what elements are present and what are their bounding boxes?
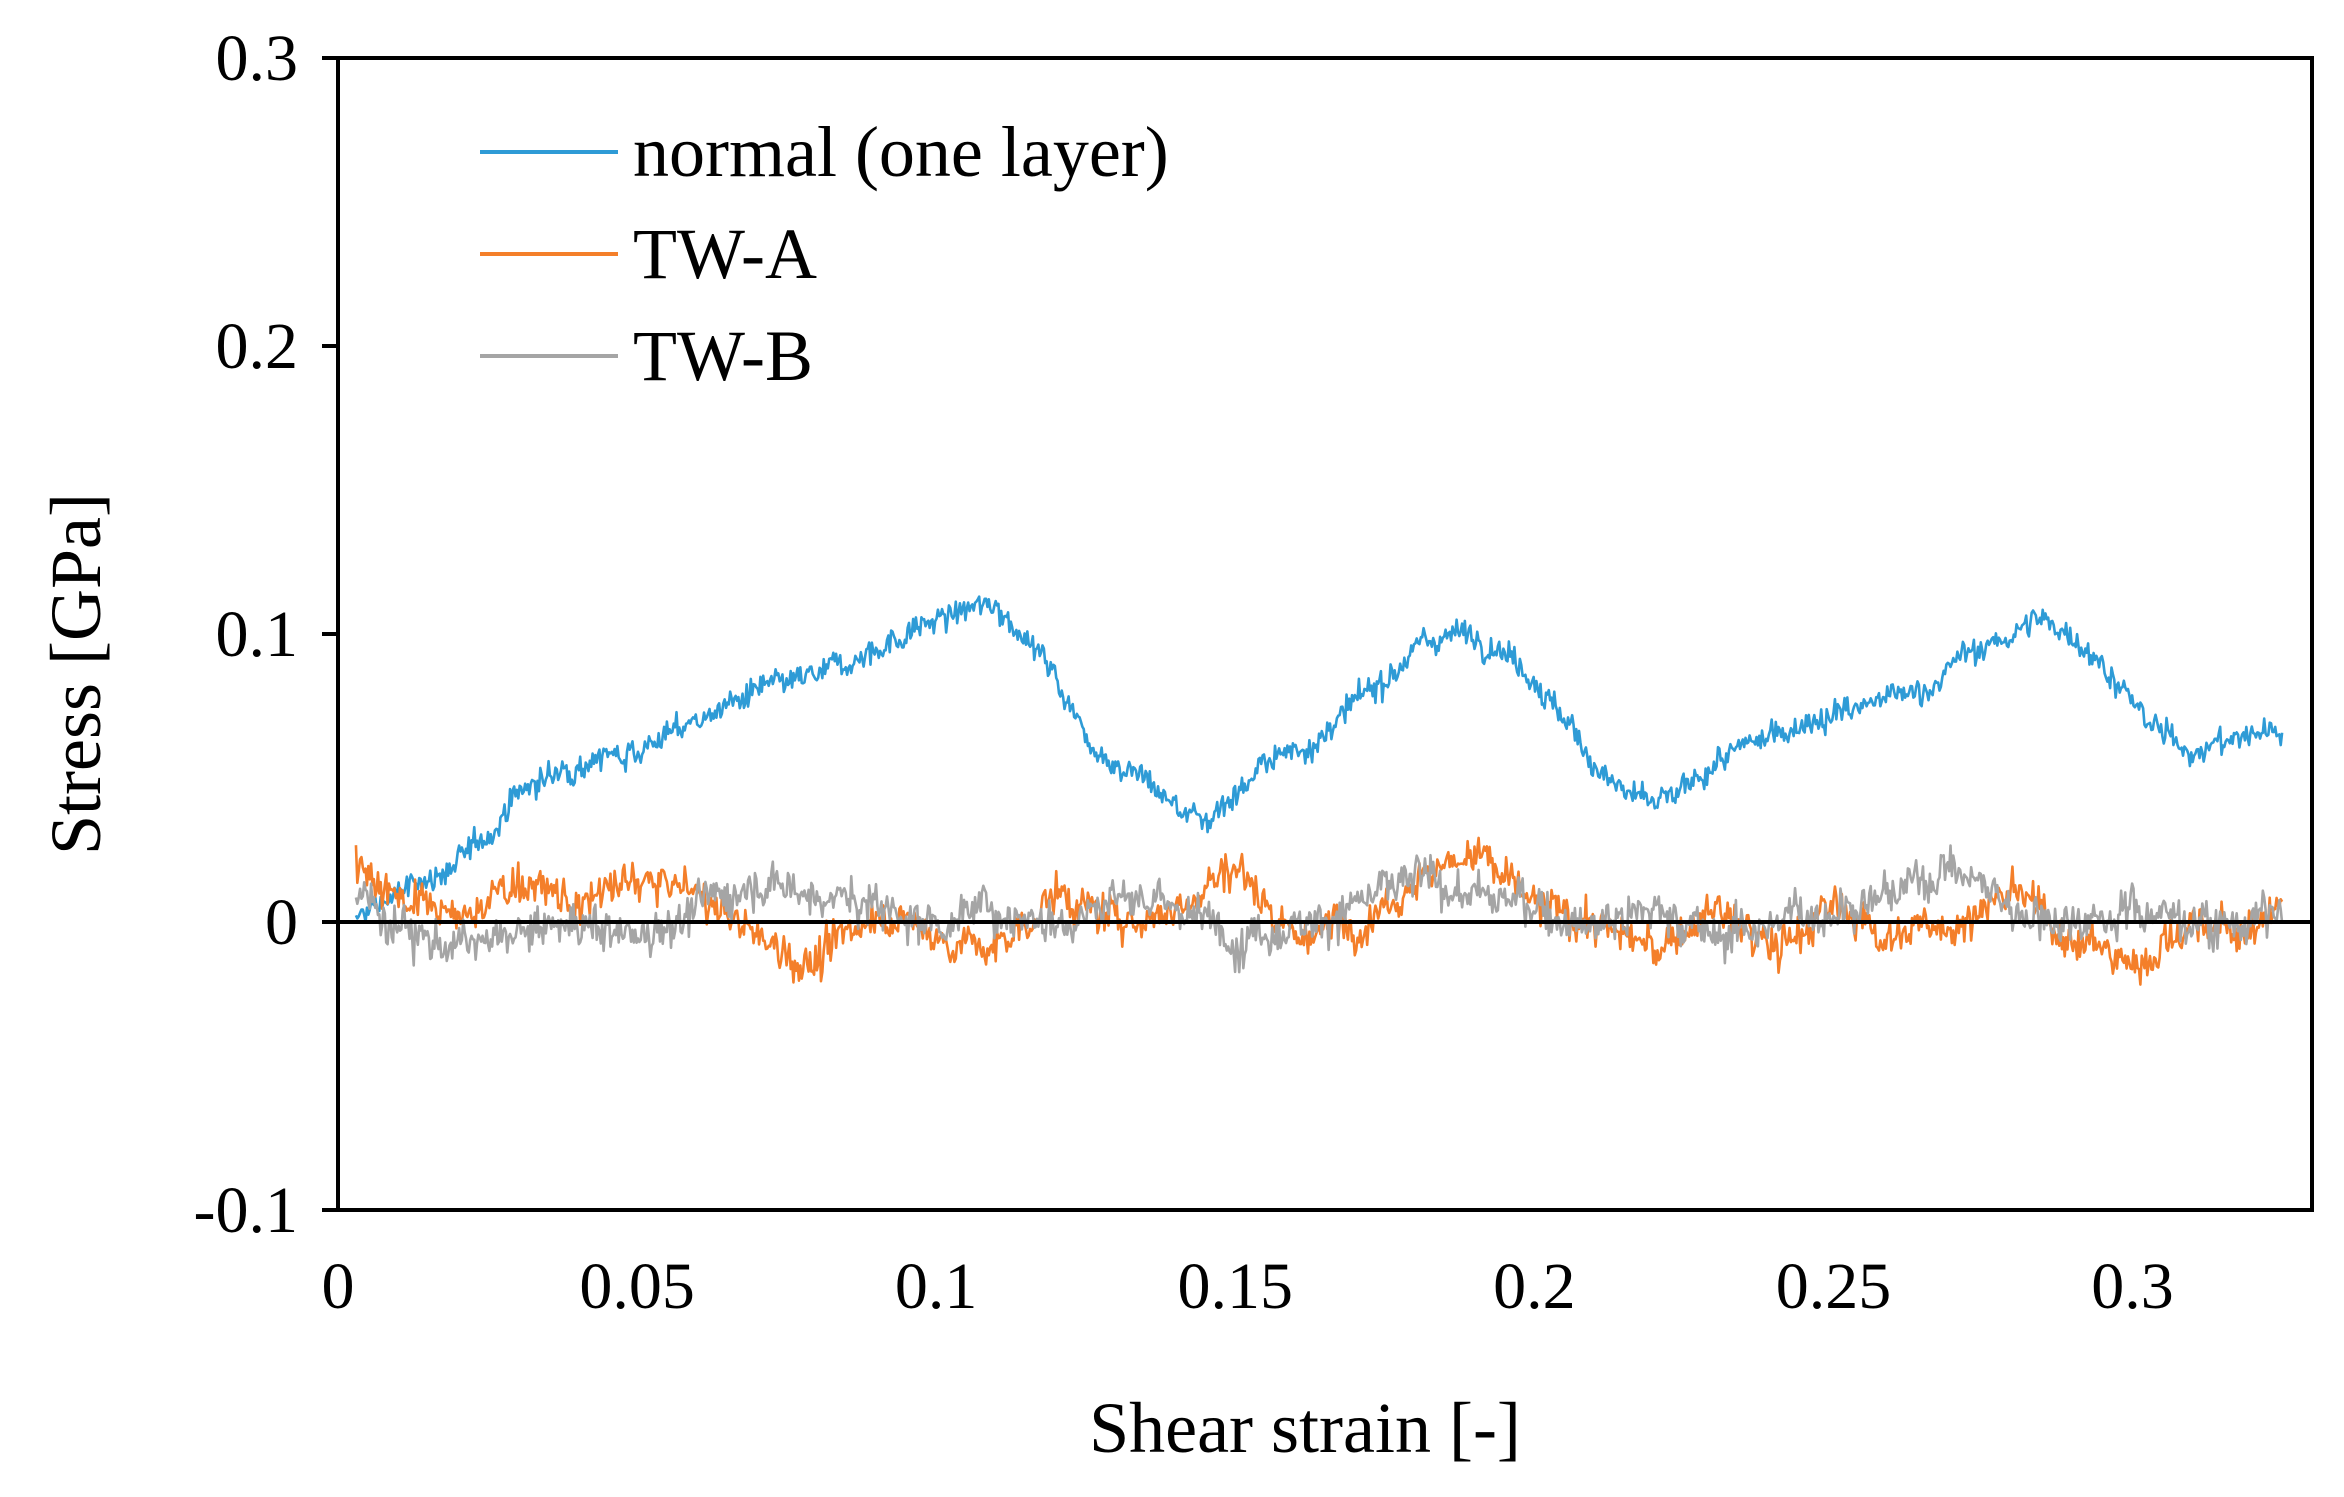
y-tick-label: -0.1 [194,1174,298,1247]
series-line-normal-one-layer [354,595,2284,924]
y-axis-title: Stress [GPa] [36,493,116,855]
legend-item: TW-A [480,214,817,294]
y-tick-label: 0.3 [216,22,299,95]
x-tick-label: 0.15 [1178,1250,1294,1323]
series-line-tw-a [354,836,2284,986]
x-tick-label: 0 [322,1250,355,1323]
legend-label: TW-A [633,214,817,294]
y-tick-label: 0 [265,886,298,959]
series-layer [354,595,2284,986]
x-tick-label: 0.05 [579,1250,695,1323]
x-tick-label: 0.1 [895,1250,978,1323]
legend-item: TW-B [480,316,813,396]
x-tick-label: 0.3 [2091,1250,2174,1323]
x-tick-label: 0.2 [1493,1250,1576,1323]
y-tick-label: 0.1 [216,598,299,671]
legend: normal (one layer) TW-A TW-B [480,112,1169,396]
legend-label: TW-B [633,316,813,396]
legend-label: normal (one layer) [633,112,1169,192]
legend-item: normal (one layer) [480,112,1169,192]
x-axis-title: Shear strain [-] [1089,1388,1521,1468]
series-line-tw-b [354,844,2284,974]
x-tick-label: 0.25 [1776,1250,1892,1323]
y-tick-label: 0.2 [216,310,299,383]
axes-layer: -0.1 0 0.1 0.2 0.3 0 0.05 0.1 0.15 0.2 0.25 0.3 Shea… [36,22,2314,1468]
